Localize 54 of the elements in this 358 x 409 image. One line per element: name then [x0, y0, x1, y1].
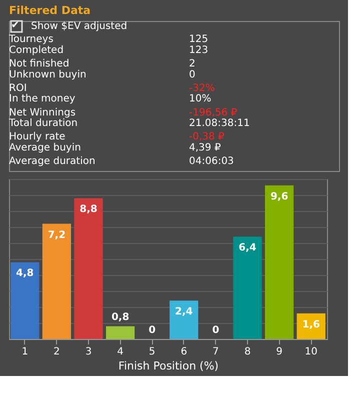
- text: Not finished: [9, 58, 70, 70]
- text: 21.08:38:11: [189, 118, 250, 130]
- text: Unknown buyin: [9, 69, 86, 80]
- x-tick-label: 7: [212, 346, 219, 358]
- x-tick-label: 3: [85, 346, 92, 358]
- text: Net Winnings: [9, 107, 76, 118]
- bar: [74, 198, 103, 339]
- text: Filtered Data: [9, 4, 91, 18]
- x-tick-label: 4: [117, 346, 124, 358]
- text: 2: [189, 58, 196, 70]
- data-label: 2,4: [175, 306, 193, 318]
- text: 4,39 ₽: [189, 142, 222, 154]
- text: ✔: [11, 20, 20, 32]
- data-label: 0,8: [111, 312, 130, 324]
- x-tick-label: 10: [304, 346, 318, 358]
- text: -32%: [189, 82, 215, 94]
- text: Tourneys: [8, 34, 54, 46]
- text: Completed: [9, 44, 64, 56]
- text: Total duration: [8, 118, 78, 130]
- x-tick-label: 6: [180, 346, 188, 358]
- bar: [170, 300, 198, 339]
- data-label: 7,2: [48, 230, 66, 241]
- text: 04:06:03: [189, 156, 234, 167]
- text: -196,56 ₽: [189, 107, 238, 118]
- data-label: 8,8: [80, 204, 98, 216]
- x-tick-label: 1: [22, 346, 28, 358]
- bar: [296, 313, 326, 339]
- text: -0,38 ₽: [189, 132, 226, 143]
- text: Average duration: [9, 156, 96, 167]
- bar: [264, 185, 294, 339]
- x-tick-label: 8: [244, 346, 251, 358]
- bar: [42, 224, 72, 339]
- text: 10%: [189, 94, 212, 105]
- text: ROI: [9, 82, 27, 94]
- data-label: 0: [212, 325, 220, 336]
- x-tick-label: 9: [276, 346, 282, 358]
- x-axis-title: Finish Position (%): [118, 360, 219, 372]
- x-tick-label: 5: [148, 346, 156, 358]
- data-label: 9,6: [270, 191, 288, 202]
- text: 123: [189, 44, 208, 56]
- text: Hourly rate: [9, 132, 66, 143]
- x-tick-label: 2: [54, 346, 60, 358]
- data-label: 0: [148, 325, 156, 336]
- text: 0: [189, 69, 196, 80]
- text: In the money: [9, 94, 76, 105]
- data-label: 1,6: [302, 319, 320, 330]
- bar: [233, 236, 262, 339]
- data-label: 6,4: [238, 242, 256, 254]
- text: 125: [189, 34, 208, 46]
- text: Average buyin: [9, 142, 81, 154]
- data-label: 4,8: [16, 268, 34, 280]
- bar: [10, 262, 40, 339]
- bar: [106, 326, 135, 339]
- text: Show $EV adjusted: [31, 21, 128, 32]
